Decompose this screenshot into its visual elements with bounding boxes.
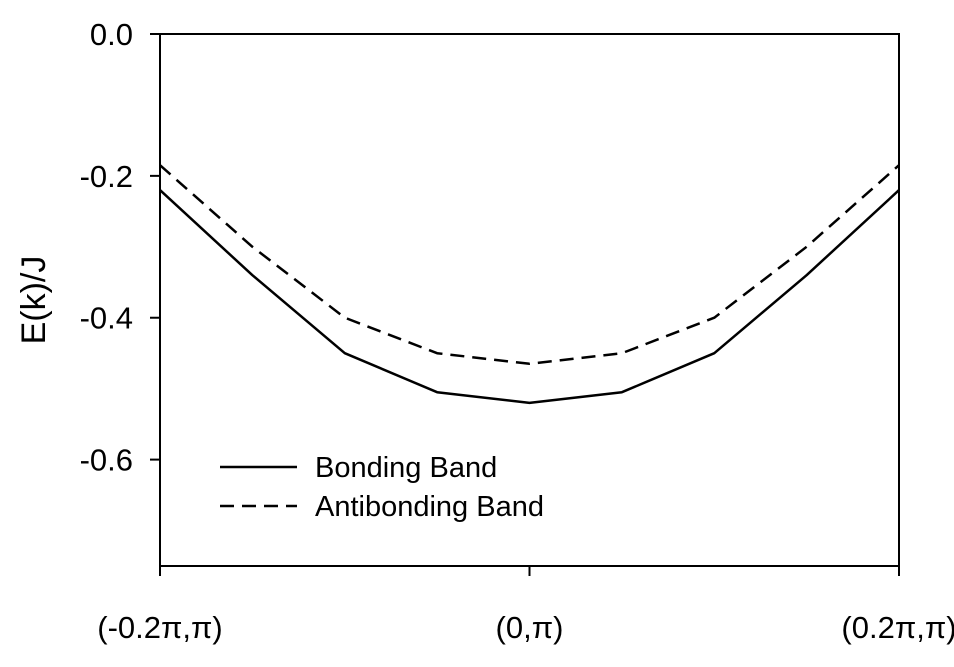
y-axis-title: E(k)/J xyxy=(15,256,53,345)
y-tick-label: -0.2 xyxy=(80,159,133,194)
series-layer xyxy=(159,164,900,405)
y-axis-ticks: 0.0 -0.2 -0.4 -0.6 xyxy=(80,17,160,478)
legend-label-bonding: Bonding Band xyxy=(315,452,497,484)
legend-label-antibonding: Antibonding Band xyxy=(315,491,544,523)
series-line-bonding xyxy=(159,189,900,405)
series-line-antibonding xyxy=(159,164,900,366)
y-tick-label: 0.0 xyxy=(90,17,133,52)
y-tick-label: -0.6 xyxy=(80,443,133,478)
legend: Bonding Band Antibonding Band xyxy=(220,452,544,523)
y-tick-label: -0.4 xyxy=(80,301,133,336)
x-tick-label: (0,π) xyxy=(496,610,564,645)
x-tick-label: (-0.2π,π) xyxy=(97,610,222,645)
x-tick-label: (0.2π,π) xyxy=(841,610,954,645)
plot-area xyxy=(159,33,900,567)
x-axis-ticks: (-0.2π,π) (0,π) (0.2π,π) xyxy=(97,566,954,645)
